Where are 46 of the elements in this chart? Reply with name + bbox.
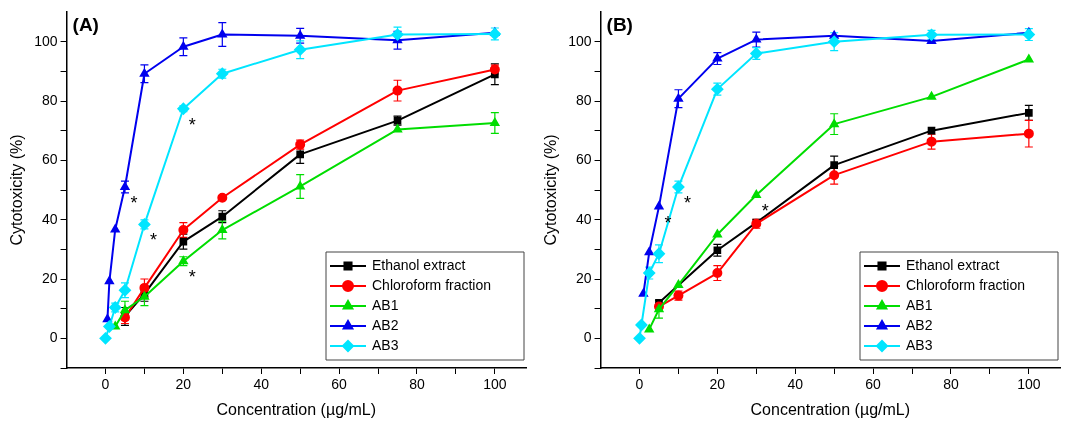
legend-label: AB1	[906, 296, 933, 313]
x-tick-label: 40	[253, 376, 270, 393]
x-axis-title: Concentration (µg/mL)	[750, 400, 911, 418]
x-tick-label: 80	[409, 376, 425, 393]
legend-label: Ethanol extract	[906, 256, 1000, 273]
y-axis-title: Cytotoxicity (%)	[8, 134, 26, 246]
annotation: *	[149, 230, 157, 251]
annotation: *	[188, 267, 196, 288]
y-tick-label: 60	[575, 151, 592, 168]
x-tick-label: 0	[101, 376, 110, 393]
annotation: *	[683, 193, 691, 213]
legend-label: AB2	[906, 316, 933, 333]
annotation: *	[188, 114, 196, 135]
x-tick-label: 20	[175, 376, 192, 393]
chart-title: (B)	[606, 13, 633, 35]
x-axis-title: Concentration (µg/mL)	[216, 400, 377, 418]
y-axis-title: Cytotoxicity (%)	[542, 134, 560, 246]
y-tick-label: 40	[575, 210, 592, 227]
x-tick-label: 80	[943, 376, 959, 393]
y-tick-label: 100	[34, 32, 58, 49]
y-tick-label: 80	[575, 91, 592, 108]
x-tick-label: 0	[635, 376, 644, 393]
x-tick-label: 20	[709, 376, 726, 393]
x-tick-label: 60	[331, 376, 348, 393]
y-tick-label: 80	[41, 91, 58, 108]
annotation: *	[130, 193, 138, 213]
x-tick-label: 100	[483, 376, 507, 393]
y-tick-label: 100	[568, 32, 592, 49]
legend-label: AB3	[906, 336, 933, 353]
legend-label: Chloroform fraction	[372, 276, 492, 293]
legend-label: AB1	[372, 296, 399, 313]
y-tick-label: 60	[41, 151, 58, 168]
y-tick-label: 0	[583, 329, 592, 346]
x-tick-label: 40	[787, 376, 804, 393]
y-tick-label: 0	[49, 329, 58, 346]
annotation: *	[761, 201, 769, 222]
y-tick-label: 20	[41, 269, 58, 286]
legend-label: AB3	[372, 336, 399, 353]
legend-label: Ethanol extract	[372, 256, 466, 273]
y-tick-label: 20	[575, 269, 592, 286]
x-tick-label: 60	[865, 376, 882, 393]
y-tick-label: 40	[41, 210, 58, 227]
legend-label: AB2	[372, 316, 399, 333]
legend-label: Chloroform fraction	[906, 276, 1026, 293]
x-tick-label: 100	[1017, 376, 1041, 393]
chart-title: (A)	[72, 13, 99, 35]
